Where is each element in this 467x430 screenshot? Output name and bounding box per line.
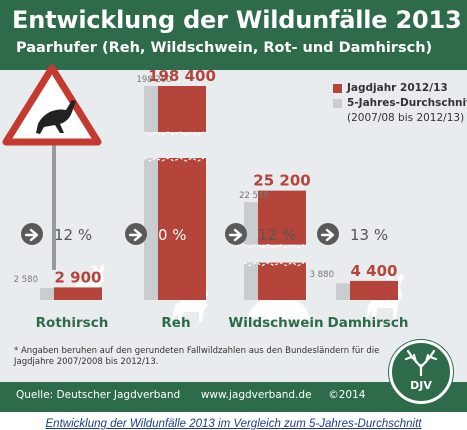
footer-text: Quelle: Deutscher Jagdverband www.jagdve… xyxy=(16,389,365,401)
caption-bar: Entwicklung der Wildunfälle 2013 im Verg… xyxy=(0,412,467,430)
footer-bar xyxy=(0,382,467,412)
label-average-rothirsch: 2 580 xyxy=(14,275,38,285)
footnote: * Angaben beruhen auf den gerundeten Fal… xyxy=(14,346,380,367)
bar-current-reh xyxy=(158,86,206,300)
axis-break-line-bottom xyxy=(143,157,205,162)
arrow-right-icon xyxy=(128,228,143,242)
wild-boar-icon xyxy=(248,298,312,326)
change-percent-reh: 0 % xyxy=(158,226,187,244)
label-average-reh: 198 260 xyxy=(136,75,171,85)
legend-label-average: 5-Jahres-Durchschnitt xyxy=(347,97,467,109)
label-average-wildschwein: 22 540 xyxy=(239,191,269,201)
change-percent-damhirsch: 13 % xyxy=(350,226,388,244)
djv-logo: DJV xyxy=(389,340,453,404)
bar-current-rothirsch xyxy=(54,287,102,300)
deer-warning-sign-icon xyxy=(2,64,102,270)
label-average-damhirsch: 3 880 xyxy=(310,270,334,280)
roe-deer-icon xyxy=(172,290,208,322)
legend-swatch-current xyxy=(333,84,342,93)
axis-break-line-bottom xyxy=(243,261,305,267)
website-link[interactable]: www.jagdverband.de xyxy=(200,389,312,401)
antler-icon xyxy=(404,349,438,377)
legend-note: (2007/08 bis 2012/13) xyxy=(347,112,465,124)
label-current-rothirsch: 2 900 xyxy=(55,268,102,286)
header-bar xyxy=(0,0,467,70)
bar-average-rothirsch xyxy=(40,288,58,300)
category-label-wildschwein: Wildschwein xyxy=(228,315,323,331)
axis-break-gap xyxy=(242,244,308,263)
axis-break-line-top xyxy=(143,131,205,136)
chart-subtitle: Paarhufer (Reh, Wildschwein, Rot- und Da… xyxy=(16,40,433,56)
legend-item-current: Jagdjahr 2012/13 xyxy=(333,82,463,97)
category-label-damhirsch: Damhirsch xyxy=(328,315,409,331)
bar-average-damhirsch xyxy=(336,283,354,300)
legend-swatch-average xyxy=(333,99,342,108)
djv-logo-text: DJV xyxy=(410,379,432,392)
arrows-layer: 12 % 0 % 12 % 13 % xyxy=(21,223,388,245)
bars-layer xyxy=(40,86,398,300)
legend-item-average: 5-Jahres-Durchschnitt xyxy=(333,97,467,112)
legend-label-current: Jagdjahr 2012/13 xyxy=(347,82,448,94)
label-current-wildschwein: 25 200 xyxy=(253,172,310,190)
axis-break-line-top xyxy=(243,243,305,249)
arrow-right-icon xyxy=(228,228,243,242)
legend: Jagdjahr 2012/13 5-Jahres-Durchschnitt (… xyxy=(333,82,467,124)
bar-current-damhirsch xyxy=(350,280,398,300)
label-current-reh: 198 400 xyxy=(148,67,216,85)
label-current-damhirsch: 4 400 xyxy=(351,262,398,280)
arrow-right-icon xyxy=(320,228,335,242)
source-text: Quelle: Deutscher Jagdverband xyxy=(16,389,181,401)
copyright-text: ©2014 xyxy=(328,389,366,401)
chart-title: Entwicklung der Wildunfälle 2013 xyxy=(12,6,462,34)
category-label-rothirsch: Rothirsch xyxy=(36,315,109,331)
image-caption[interactable]: Entwicklung der Wildunfälle 2013 im Verg… xyxy=(45,418,422,430)
change-percent-wildschwein: 12 % xyxy=(258,226,296,244)
axis-break-gap xyxy=(142,132,208,158)
arrow-right-icon xyxy=(24,228,39,242)
category-label-reh: Reh xyxy=(161,315,190,331)
change-percent-rothirsch: 12 % xyxy=(54,226,92,244)
